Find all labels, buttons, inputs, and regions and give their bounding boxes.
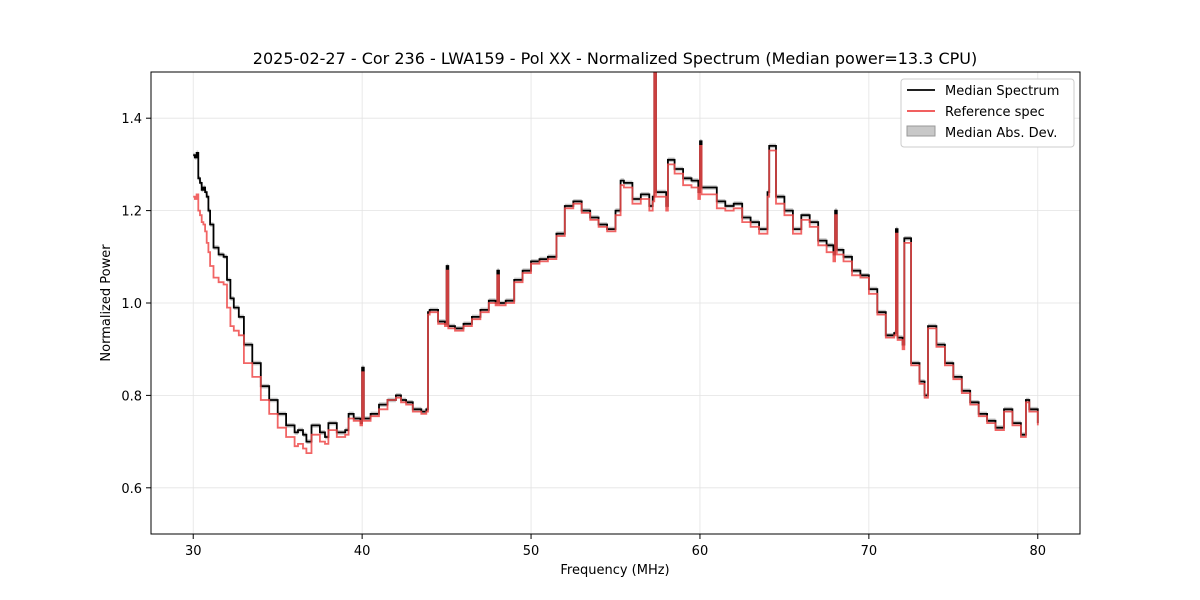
- x-tick-label: 30: [185, 544, 202, 559]
- legend-label-median: Median Spectrum: [945, 84, 1059, 99]
- legend: Median Spectrum Reference spec Median Ab…: [900, 78, 1075, 148]
- y-tick-label: 1.4: [121, 112, 142, 127]
- x-tick-label: 80: [1029, 544, 1046, 559]
- y-tick-label: 1.0: [121, 297, 142, 312]
- y-tick-label: 0.6: [121, 482, 142, 497]
- y-tick-label: 0.8: [121, 389, 142, 404]
- x-tick-label: 70: [861, 544, 878, 559]
- x-tick-label: 40: [354, 544, 371, 559]
- x-axis-label: Frequency (MHz): [560, 563, 669, 578]
- y-tick-label: 1.2: [121, 205, 142, 220]
- legend-swatch-mad: [906, 125, 936, 137]
- legend-label-mad: Median Abs. Dev.: [945, 126, 1057, 141]
- reference-spectrum-line: [193, 72, 1039, 454]
- legend-label-reference: Reference spec: [945, 105, 1045, 120]
- x-tick-label: 50: [523, 544, 540, 559]
- plot-area: [193, 72, 1039, 454]
- x-axis-ticks: 30 40 50 60 70 80: [185, 534, 1046, 559]
- chart-title: 2025-02-27 - Cor 236 - LWA159 - Pol XX -…: [253, 49, 977, 68]
- y-axis-label: Normalized Power: [99, 244, 114, 362]
- legend-box: [900, 78, 1075, 148]
- y-axis-ticks: 0.6 0.8 1.0 1.2 1.4: [121, 112, 151, 497]
- x-tick-label: 60: [692, 544, 709, 559]
